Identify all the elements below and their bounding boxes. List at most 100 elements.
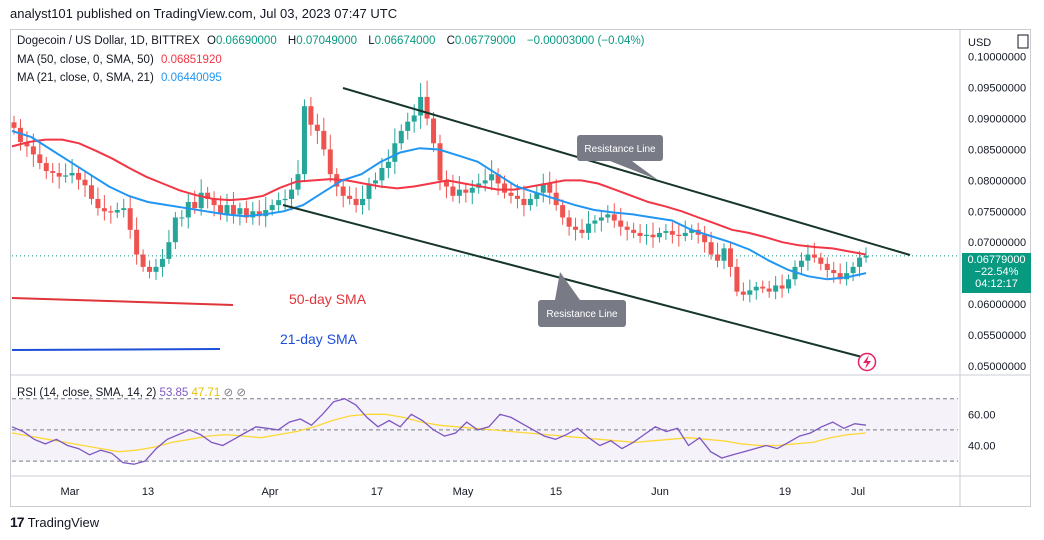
candle xyxy=(88,175,94,205)
candle xyxy=(43,156,49,180)
candle-body xyxy=(579,229,585,233)
candle-body xyxy=(708,242,714,255)
candle xyxy=(450,174,456,202)
candle xyxy=(443,170,449,199)
legend-ma50-value: 0.06851920 xyxy=(160,54,222,66)
price-change-percent: −22.54% xyxy=(974,266,1019,278)
candle xyxy=(50,163,56,183)
candle-body xyxy=(863,255,869,258)
candle xyxy=(521,185,527,217)
candle-body xyxy=(740,291,746,295)
price-tick-label: 0.10000000 xyxy=(968,52,1026,64)
candle xyxy=(747,279,753,303)
candle xyxy=(824,257,830,279)
candle-body xyxy=(411,115,417,122)
candle-body xyxy=(734,266,740,292)
sma50-label: 50-day SMA xyxy=(289,291,367,307)
candle xyxy=(308,97,314,136)
candle-body xyxy=(844,273,850,280)
candle-body xyxy=(372,180,378,184)
candle-body xyxy=(11,122,17,128)
candle xyxy=(540,173,546,203)
candle-body xyxy=(360,198,366,206)
candle xyxy=(734,258,740,297)
candle-body xyxy=(250,211,256,218)
candle-body xyxy=(682,232,688,236)
rsi-line xyxy=(11,398,867,465)
legend-o-value: 0.06690000 xyxy=(215,35,277,47)
candle-body xyxy=(450,186,456,196)
time-tick-label: Jul xyxy=(851,486,865,498)
candle xyxy=(37,139,43,170)
sma21-reference-line xyxy=(11,348,221,351)
candle-body xyxy=(463,189,469,193)
candle-body xyxy=(121,208,127,211)
candle-body xyxy=(566,217,572,227)
candle-body xyxy=(179,217,185,219)
candle-body xyxy=(301,106,307,175)
ma50-line xyxy=(11,138,867,256)
footer-brand[interactable]: 17 TradingView xyxy=(10,514,99,530)
candle-body xyxy=(669,231,675,235)
candle-body xyxy=(224,205,230,215)
legend-ma21[interactable]: MA (21, close, 0, SMA, 21) 0.06440095 xyxy=(17,72,226,84)
candle-body xyxy=(24,142,30,147)
candle xyxy=(314,113,320,144)
candle xyxy=(360,185,366,215)
candle-body xyxy=(405,121,411,131)
candle-body xyxy=(379,168,385,181)
candle xyxy=(127,196,133,239)
candle xyxy=(147,260,153,279)
candle xyxy=(114,202,120,219)
candle-body xyxy=(56,172,62,177)
candle-body xyxy=(205,192,211,199)
candle xyxy=(63,163,69,183)
candle-body xyxy=(153,266,159,272)
lightning-icon[interactable] xyxy=(857,352,877,372)
candle xyxy=(366,177,372,211)
candle xyxy=(95,187,101,216)
candle-body xyxy=(456,189,462,196)
candle-body xyxy=(218,205,224,215)
candle xyxy=(476,173,482,194)
candle-body xyxy=(773,285,779,292)
candle-body xyxy=(753,286,759,291)
rsi-legend[interactable]: RSI (14, close, SMA, 14, 2) 53.85 47.71 … xyxy=(17,385,246,399)
candle-body xyxy=(637,232,643,236)
candle xyxy=(740,282,746,301)
rsi-value: 53.85 xyxy=(159,387,189,399)
time-tick-label: Apr xyxy=(261,486,278,498)
candle xyxy=(379,157,385,189)
candle xyxy=(689,224,695,240)
candle-body xyxy=(185,202,191,218)
candle xyxy=(644,224,650,245)
candle xyxy=(715,242,721,268)
tradingview-logo-icon: 17 xyxy=(10,514,25,530)
legend-ma50-label: MA (50, close, 0, SMA, 50) xyxy=(17,54,154,66)
currency-menu-icon[interactable] xyxy=(1017,34,1029,49)
footer-brand-label: TradingView xyxy=(27,514,100,530)
candle xyxy=(760,280,766,294)
candle-body xyxy=(392,143,398,162)
candle xyxy=(224,193,230,222)
candle-body xyxy=(650,234,656,238)
candle-body xyxy=(282,198,288,201)
candle-body xyxy=(540,183,546,193)
candle-body xyxy=(766,288,772,292)
candle xyxy=(727,241,733,277)
candle xyxy=(424,80,430,126)
lower-channel-line xyxy=(282,204,863,358)
legend-ma50[interactable]: MA (50, close, 0, SMA, 50) 0.06851920 xyxy=(17,54,226,66)
candle xyxy=(753,282,759,300)
candle-body xyxy=(366,183,372,199)
ma21-line xyxy=(11,129,867,281)
candle xyxy=(637,224,643,244)
candle-body xyxy=(811,254,817,258)
candle-body xyxy=(140,254,146,267)
legend-symbol[interactable]: Dogecoin / US Dollar, 1D, BITTREX xyxy=(17,35,200,47)
candle xyxy=(301,99,307,183)
candle-body xyxy=(644,234,650,236)
candle xyxy=(534,185,540,207)
candle-body xyxy=(82,179,88,186)
